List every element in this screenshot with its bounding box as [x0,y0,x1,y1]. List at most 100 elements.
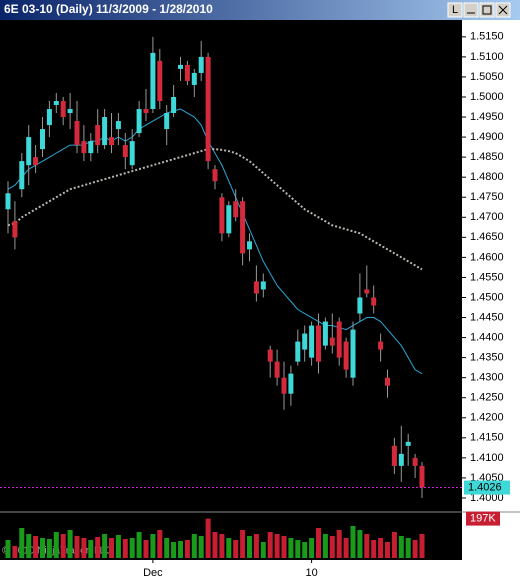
volume-bar [143,540,149,558]
volume-bar [157,530,163,558]
volume-bar [267,532,273,558]
candle-body [95,125,101,146]
candle-body [378,341,384,350]
volume-bar [309,538,315,558]
candle-body [40,129,45,150]
volume-bar [350,526,356,558]
volume-bar [74,536,80,558]
maximize-button[interactable] [479,2,495,18]
price-axis [462,20,520,560]
candle-body [371,297,377,306]
y-tick-label: 1.4150 [470,432,504,444]
volume-bar [81,538,87,558]
volume-bar [412,540,418,558]
x-tick-label: 10 [305,567,317,579]
volume-bar [60,534,66,558]
candle-body [357,297,363,314]
candle-body [405,441,411,446]
y-tick-label: 1.4250 [470,392,504,404]
candle-body [81,141,87,154]
volume-bar [405,538,411,558]
plot-area [0,20,462,560]
volume-bar [274,534,280,558]
candle-body [178,64,183,69]
candle-body [385,377,390,386]
candle-body [302,333,308,350]
minimize-button[interactable] [463,2,479,18]
volume-bar [136,532,142,558]
x-tick-label: Dec [143,567,163,579]
y-tick-label: 1.5150 [470,31,504,43]
last-price-label: 1.4026 [468,481,502,493]
v-tick-label: 197K [470,513,496,525]
y-tick-label: 1.4850 [470,151,504,163]
volume-bar [12,546,18,558]
candle-body [412,457,418,466]
volume-bar [19,528,25,558]
button-icons [467,5,508,15]
candle-body [288,373,294,394]
candle-body [122,145,128,158]
window-title: 6E 03-10 (Daily) 11/3/2009 - 1/28/2010 [4,2,213,16]
candle-body [281,377,287,394]
y-tick-label: 1.5000 [470,91,504,103]
volume-bar [26,534,32,558]
candle-body [191,72,197,85]
candle-body [295,341,301,362]
candle-body [267,349,273,362]
volume-bar [329,536,335,558]
volume-bar [378,538,384,558]
volume-bar [240,530,246,558]
button[interactable] [447,2,463,18]
y-tick-label: 1.4350 [470,352,504,364]
candle-body [260,281,266,290]
volume-bar [281,536,287,558]
volume-bar [322,534,328,558]
candle-body [19,161,25,190]
candle-body [109,137,114,146]
volume-bar [40,538,45,558]
candle-body [12,221,18,238]
volume-bar [233,540,239,558]
candle-body [150,52,156,110]
y-tick-label: 1.5100 [470,51,504,63]
volume-bar [398,536,404,558]
candle-body [253,281,259,294]
volume-bar [53,532,59,558]
volume-bar [171,542,177,558]
volume-bar [385,542,390,558]
y-tick-label: 1.4600 [470,251,504,263]
candle-body [60,100,66,118]
candle-body [143,109,149,114]
y-tick-label: 1.4400 [470,331,504,343]
y-tick-label: 1.4450 [470,311,504,323]
volume-bar [46,539,52,558]
candle-body [164,113,170,130]
volume-bar [391,532,397,558]
candle-body [171,96,177,114]
button-label[interactable]: L [452,4,458,16]
candle-body [419,465,425,488]
candle-body [212,169,218,182]
y-tick-label: 1.4750 [470,191,504,203]
volume-bar [122,539,128,558]
volume-bar [336,530,342,558]
y-tick-label: 1.4000 [470,492,504,504]
volume-bar [219,534,225,558]
candle-body [74,121,80,146]
candle-body [26,137,32,166]
volume-bar [67,530,73,558]
candle-body [115,121,121,130]
volume-tag [466,511,500,526]
candle-body [5,193,11,210]
candle-body [102,117,108,146]
candle-body [136,109,142,134]
title-bar [0,0,520,20]
volume-bar [184,540,190,558]
volume-bar [247,536,252,558]
y-tick-label: 1.4650 [470,231,504,243]
volume-bar [260,542,266,558]
y-tick-label: 1.4300 [470,372,504,384]
